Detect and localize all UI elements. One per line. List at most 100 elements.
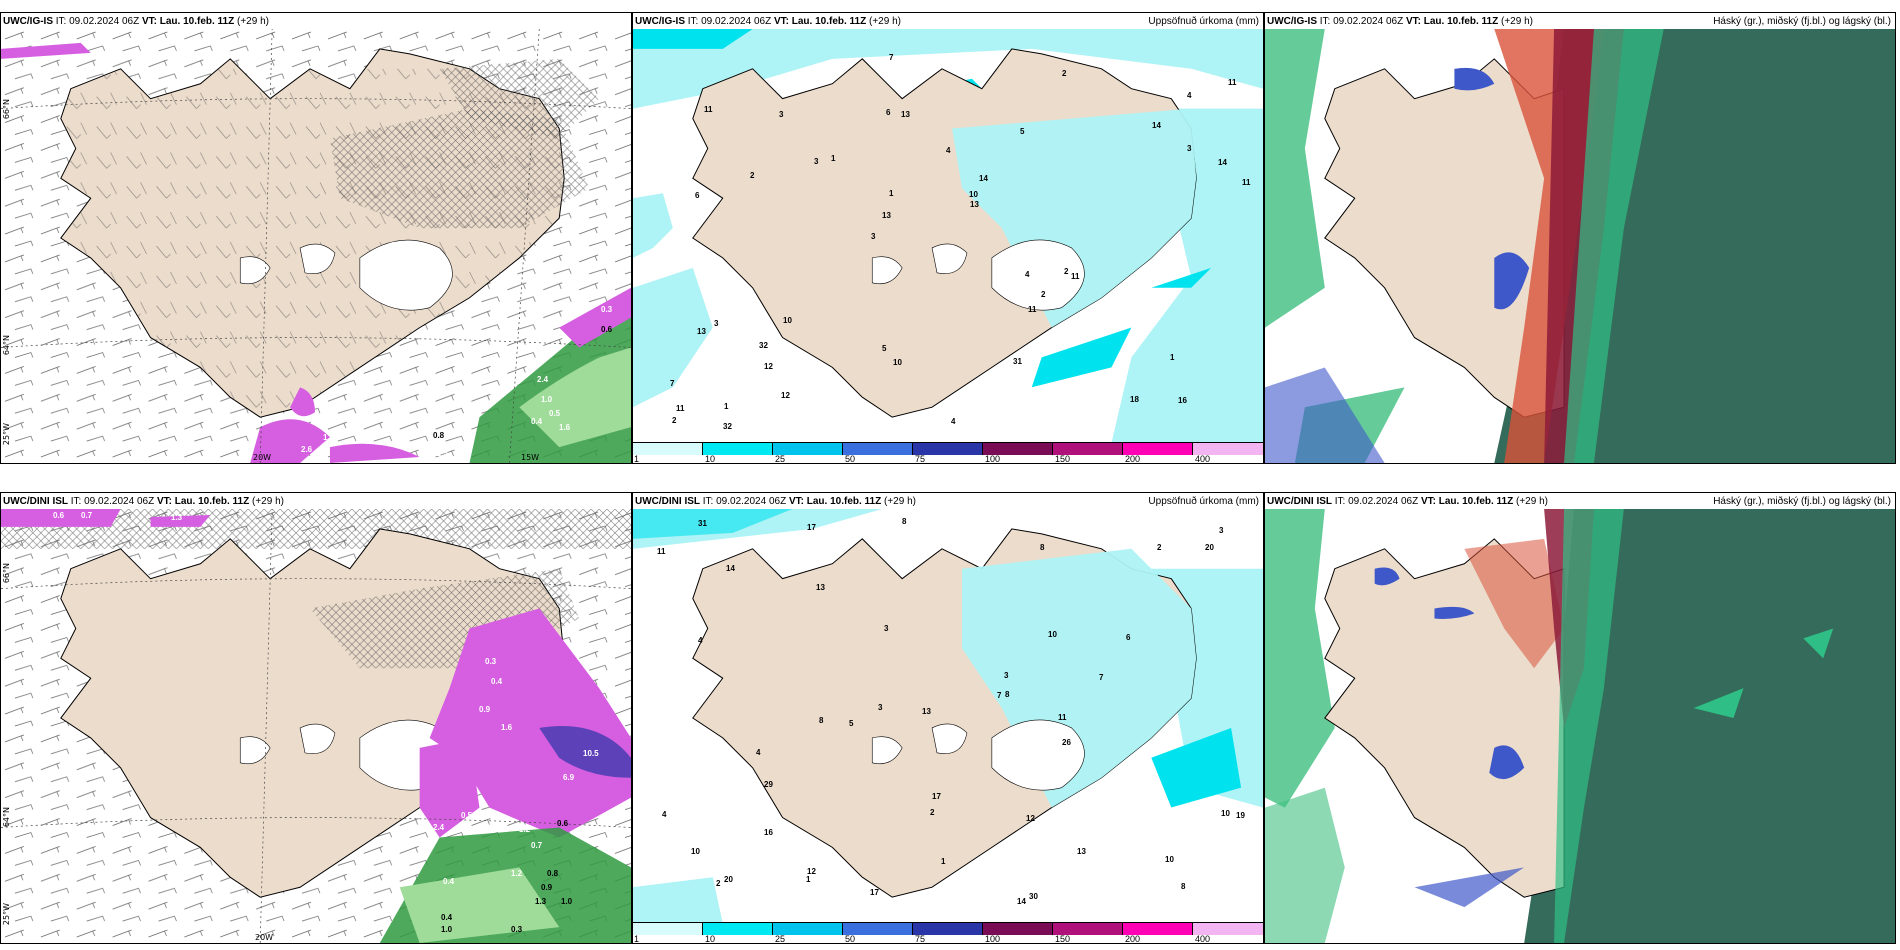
panel-top-mid-accum-precip: UWC/IG-IS IT: 09.02.2024 06Z VT: Lau. 10… [632, 12, 1264, 464]
precip-value: 0.7 [81, 511, 93, 520]
precip-number: 3 [878, 703, 883, 712]
precip-number: 2 [1157, 543, 1162, 552]
precip-number: 29 [764, 780, 773, 789]
precip-number: 5 [1020, 127, 1025, 136]
precip-value: 1.3 [171, 513, 183, 522]
colorbar-label: 75 [915, 934, 926, 944]
colorbar-label: 100 [985, 454, 1001, 464]
precip-number: 18 [1130, 395, 1139, 404]
colorbar-label: 1 [634, 934, 640, 944]
precip-number: 14 [979, 174, 988, 183]
precip-value: 0.5 [549, 409, 561, 418]
map-accum-precip [633, 29, 1263, 443]
precip-number: 7 [889, 53, 894, 62]
precip-number: 8 [1181, 882, 1186, 891]
precip-number: 13 [970, 200, 979, 209]
map-clouds [1265, 29, 1895, 463]
precip-number: 3 [884, 624, 889, 633]
colorbar-label: 75 [915, 454, 926, 464]
lat-label-66: 66°N [2, 563, 11, 584]
precip-number: 14 [1017, 897, 1026, 906]
precip-number: 13 [882, 211, 891, 220]
precip-number: 32 [759, 341, 768, 350]
precip-value: 2.4 [537, 375, 549, 384]
colorbar-label: 150 [1055, 934, 1071, 944]
panel-title: UWC/IG-IS IT: 09.02.2024 06Z VT: Lau. 10… [3, 16, 269, 27]
colorbar-label: 50 [845, 454, 856, 464]
precip-number: 10 [1165, 855, 1174, 864]
precip-value: 1.3 [535, 897, 547, 906]
precip-number: 4 [946, 146, 951, 155]
precip-number: 10 [691, 847, 700, 856]
precip-number: 13 [901, 110, 910, 119]
precip-value: 0.3 [511, 925, 523, 934]
precip-number: 26 [1062, 738, 1071, 747]
precip-value: 1.2 [323, 433, 335, 442]
precip-number: 7 [670, 379, 675, 388]
precip-value: 1.6 [501, 723, 513, 732]
precip-value: 0.8 [433, 431, 445, 440]
precip-number: 11 [1228, 78, 1237, 87]
precip-value: 0.8 [547, 869, 559, 878]
colorbar-label: 25 [775, 454, 786, 464]
precip-number: 2 [1064, 267, 1069, 276]
precip-number: 13 [1077, 847, 1086, 856]
colorbar-label: 1 [634, 454, 640, 464]
colorbar-box [913, 923, 983, 935]
precip-number: 2 [750, 171, 755, 180]
precip-number: 2 [716, 879, 721, 888]
colorbar-box [983, 923, 1053, 935]
precip-number: 17 [807, 523, 816, 532]
precip-number: 3 [871, 232, 876, 241]
colorbar-box [703, 443, 773, 455]
precip-number: 3 [1004, 671, 1009, 680]
lon-label-25: 25°W [2, 423, 11, 446]
precip-number: 2 [930, 808, 935, 817]
precip-number: 3 [714, 319, 719, 328]
colorbar-box [633, 443, 703, 455]
precip-number: 11 [1242, 178, 1251, 187]
precip-number: 5 [882, 344, 887, 353]
precip-value: 0.3 [601, 305, 613, 314]
precip-value: 0.6 [601, 325, 613, 334]
precip-number: 4 [1025, 270, 1030, 279]
colorbar-box [1193, 923, 1263, 935]
precip-number: 31 [698, 519, 707, 528]
precip-value: 1.0 [541, 395, 553, 404]
precip-number: 10 [893, 358, 902, 367]
precip-number: 10 [783, 316, 792, 325]
map-accum-precip [633, 509, 1263, 923]
precip-number: 11 [1058, 713, 1067, 722]
precip-value: 1.2 [519, 825, 531, 834]
panel-title: UWC/DINI ISL IT: 09.02.2024 06Z VT: Lau.… [1267, 496, 1548, 507]
precip-value: 2.6 [301, 445, 313, 454]
precip-value: 0.6 [557, 819, 569, 828]
precip-value: 6.9 [563, 773, 575, 782]
precip-number: 17 [932, 792, 941, 801]
colorbar-label: 10 [705, 454, 716, 464]
colorbar-label: 10 [705, 934, 716, 944]
precip-number: 7 [1099, 673, 1104, 682]
panel-top-left-wind-precip: UWC/IG-IS IT: 09.02.2024 06Z VT: Lau. 10… [0, 12, 632, 464]
panel-variable-title: Uppsöfnuð úrkoma (mm) [1148, 496, 1259, 507]
precip-number: 6 [695, 191, 700, 200]
precip-number: 12 [807, 867, 816, 876]
precip-number: 14 [1218, 158, 1227, 167]
precip-number: 10 [1048, 630, 1057, 639]
precip-value: 10.5 [583, 749, 599, 758]
precip-value: 0.7 [531, 841, 543, 850]
precip-value: 0.6 [53, 511, 65, 520]
colorbar-box [1053, 443, 1123, 455]
colorbar-box [1123, 443, 1193, 455]
precip-value: 1.5 [437, 449, 449, 458]
precip-number: 32 [723, 422, 732, 431]
precip-number: 17 [870, 888, 879, 897]
precip-number: 8 [1040, 543, 1045, 552]
map-wind-barbs [1, 29, 631, 463]
precip-number: 8 [902, 517, 907, 526]
panel-title: UWC/DINI ISL IT: 09.02.2024 06Z VT: Lau.… [635, 496, 916, 507]
colorbar-box [633, 923, 703, 935]
precip-number: 1 [724, 402, 729, 411]
panel-variable-title: Háský (gr.), miðský (fj.bl.) og lágský (… [1713, 16, 1891, 27]
lat-label-64: 64°N [2, 807, 11, 828]
